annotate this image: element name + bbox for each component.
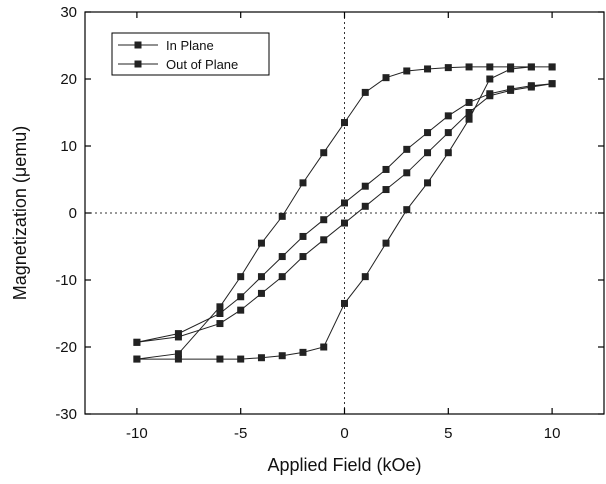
data-point [216, 355, 224, 363]
y-tick-label: 10 [60, 138, 77, 155]
y-tick-label: 20 [60, 71, 77, 88]
series-layer [133, 63, 556, 363]
y-tick-label: 30 [60, 4, 77, 21]
y-tick-label: -30 [55, 406, 77, 423]
legend: In Plane Out of Plane [111, 32, 270, 76]
x-tick-label: 5 [444, 425, 452, 442]
data-point [257, 289, 265, 297]
ticks-layer: -10 -5 0 5 10 -30 -20 -10 0 10 20 30 [55, 4, 604, 442]
data-point [527, 63, 535, 71]
data-point [382, 165, 390, 173]
data-point [444, 129, 452, 137]
data-point [548, 80, 556, 88]
data-point [465, 109, 473, 116]
legend-marker [134, 60, 142, 68]
y-tick-label: 0 [69, 205, 77, 222]
data-point [444, 64, 452, 72]
data-point [320, 236, 328, 244]
series-out-of-plane [133, 63, 556, 363]
data-point [341, 199, 348, 207]
data-point [278, 253, 286, 261]
data-point [237, 306, 245, 314]
legend-label: In Plane [166, 38, 214, 53]
x-tick-label: -10 [126, 425, 148, 442]
data-point [237, 293, 245, 301]
x-tick-label: 0 [340, 425, 348, 442]
data-point [444, 112, 452, 120]
data-point [382, 186, 390, 194]
data-point [133, 338, 141, 346]
x-tick-label: 10 [544, 425, 561, 442]
legend-label: Out of Plane [166, 57, 238, 72]
series-in-plane [133, 80, 556, 346]
data-point [486, 92, 494, 100]
y-tick-label: -10 [55, 272, 77, 289]
data-point [133, 355, 141, 363]
data-point [299, 253, 307, 261]
data-point [486, 63, 494, 71]
data-point [486, 75, 494, 83]
data-point [278, 273, 286, 281]
data-point [548, 63, 556, 71]
data-point [299, 348, 307, 356]
data-point [403, 67, 411, 75]
data-point [341, 119, 348, 127]
data-point [403, 206, 411, 214]
data-point [507, 65, 515, 73]
data-point [341, 299, 348, 307]
data-point [216, 320, 224, 328]
legend-marker [134, 41, 142, 49]
data-point [299, 179, 307, 187]
data-point [237, 355, 245, 363]
data-point [382, 239, 390, 247]
data-point [465, 98, 473, 106]
y-axis-title: Magnetization (μemu) [10, 126, 30, 300]
data-point [320, 216, 328, 224]
data-point [257, 239, 265, 247]
data-point [299, 232, 307, 240]
legend-items: In Plane Out of Plane [118, 38, 238, 72]
data-point [403, 169, 411, 177]
data-point [507, 86, 515, 94]
data-point [257, 273, 265, 281]
data-point [361, 88, 369, 96]
data-point [216, 303, 224, 311]
y-tick-label: -20 [55, 339, 77, 356]
data-point [424, 149, 432, 157]
data-point [424, 129, 432, 137]
data-point [361, 273, 369, 281]
legend-box [111, 32, 270, 76]
data-point [341, 219, 348, 227]
data-point [424, 179, 432, 187]
data-point [361, 182, 369, 190]
reference-lines [85, 12, 604, 414]
x-axis-title: Applied Field (kOe) [267, 455, 421, 475]
data-point [278, 212, 286, 220]
data-point [320, 343, 328, 351]
data-point [174, 350, 182, 358]
data-point [382, 74, 390, 82]
data-point [444, 149, 452, 157]
data-point [527, 83, 535, 91]
data-point [403, 145, 411, 153]
data-point [465, 115, 473, 123]
data-point [424, 65, 432, 73]
data-point [216, 310, 224, 317]
data-point [174, 333, 182, 341]
data-point [465, 63, 473, 71]
data-point [237, 273, 245, 281]
data-point [174, 355, 182, 363]
x-tick-label: -5 [234, 425, 247, 442]
data-point [361, 202, 369, 210]
data-point [320, 149, 328, 157]
data-point [278, 352, 286, 360]
data-point [257, 354, 265, 362]
